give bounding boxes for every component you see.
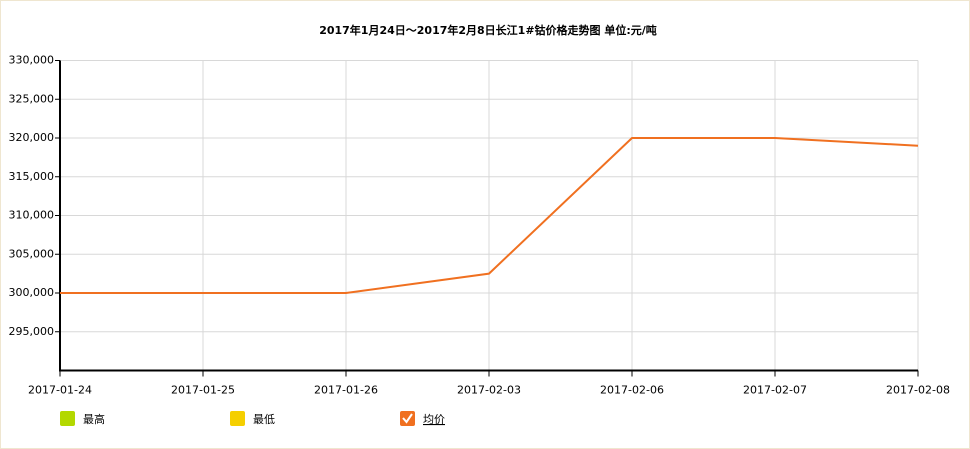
legend-item[interactable]: 均价: [400, 411, 445, 426]
x-tick-label: 2017-02-07: [743, 384, 807, 397]
series-line: [60, 137, 919, 294]
legend-swatch[interactable]: [400, 411, 415, 426]
y-tick-label: 305,000: [9, 247, 55, 260]
legend-swatch[interactable]: [230, 411, 245, 426]
x-tick-label: 2017-02-08: [886, 384, 950, 397]
x-tick-label: 2017-02-03: [457, 384, 521, 397]
legend-label[interactable]: 最低: [253, 413, 275, 426]
y-tick-label: 320,000: [9, 131, 55, 144]
y-tick-label: 325,000: [9, 92, 55, 105]
chart-title: 2017年1月24日～2017年2月8日长江1#钴价格走势图 单位:元/吨: [319, 23, 657, 37]
y-tick-label: 330,000: [9, 54, 55, 67]
legend-item[interactable]: 最低: [230, 411, 275, 426]
x-tick-label: 2017-01-26: [314, 384, 378, 397]
x-tick-label: 2017-02-06: [600, 384, 664, 397]
legend-label[interactable]: 均价: [423, 413, 445, 426]
y-tick-label: 315,000: [9, 170, 55, 183]
y-tick-label: 295,000: [9, 325, 55, 338]
y-tick-label: 300,000: [9, 286, 55, 299]
legend-swatch[interactable]: [60, 411, 75, 426]
x-tick-label: 2017-01-24: [28, 384, 92, 397]
x-tick-label: 2017-01-25: [171, 384, 235, 397]
legend-check: [402, 413, 413, 424]
y-tick-label: 310,000: [9, 209, 55, 222]
legend-item[interactable]: 最高: [60, 411, 105, 426]
legend-label[interactable]: 最高: [83, 412, 105, 426]
